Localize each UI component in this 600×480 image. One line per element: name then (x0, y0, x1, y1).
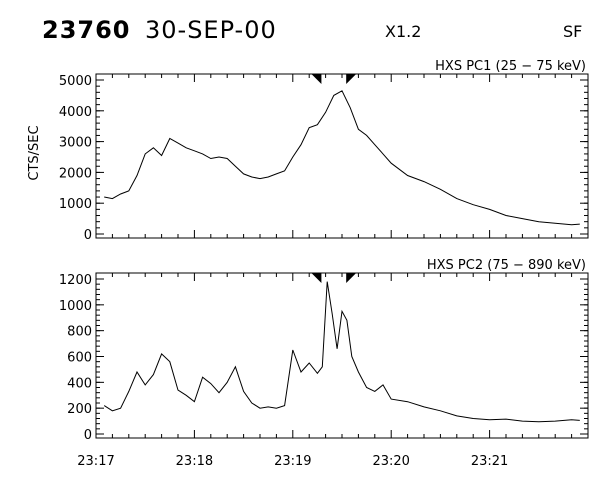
data-series-line (104, 90, 580, 226)
y-tick-label: 3000 (59, 136, 92, 151)
y-tick-label: 600 (67, 351, 92, 366)
time-marker (311, 74, 322, 84)
y-tick-label: 800 (67, 325, 92, 340)
data-series-line (103, 281, 580, 423)
event-number: 23760 (42, 16, 131, 44)
y-tick-label: 1000 (59, 299, 92, 314)
time-marker (346, 273, 357, 283)
y-tick-label: 0 (84, 228, 92, 243)
plot-frame (95, 73, 589, 239)
plot-title: HXS PC2 (75 − 890 keV) (427, 258, 586, 273)
y-tick-label: 4000 (59, 105, 92, 120)
y-tick-label: 5000 (59, 74, 92, 89)
y-tick-label: 1200 (59, 273, 92, 288)
x-tick-label: 23:18 (176, 454, 213, 469)
y-tick-label: 2000 (59, 166, 92, 181)
time-marker (346, 74, 357, 84)
y-tick-label: 0 (84, 428, 92, 443)
plot-title: HXS PC1 (25 − 75 keV) (435, 59, 586, 74)
x-tick-label: 23:20 (372, 454, 409, 469)
x-tick-label: 23:17 (77, 454, 114, 469)
y-tick-label: 1000 (59, 197, 92, 212)
y-tick-label: 200 (67, 402, 92, 417)
time-marker (311, 273, 322, 283)
x-tick-label: 23:21 (471, 454, 508, 469)
flare-flag: SF (563, 22, 583, 41)
goes-class: X1.2 (385, 22, 422, 41)
plot-frame (95, 272, 589, 439)
event-date: 30-SEP-00 (145, 16, 277, 44)
x-tick-label: 23:19 (274, 454, 311, 469)
y-tick-label: 400 (67, 376, 92, 391)
y-axis-label: CTS/SEC (27, 125, 42, 180)
